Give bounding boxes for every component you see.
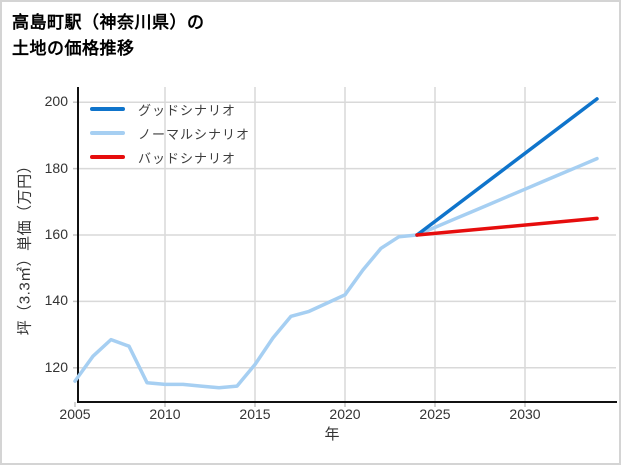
y-tick-label: 160: [44, 226, 68, 242]
x-tick-label: 2025: [419, 406, 451, 422]
y-axis-label: 坪（3.3㎡）単価（万円）: [16, 157, 34, 336]
x-axis-label: 年: [324, 426, 340, 443]
y-tick-label: 120: [44, 358, 68, 375]
legend-label: グッドシナリオ: [138, 102, 237, 118]
legend-item: ノーマルシナリオ: [90, 123, 250, 143]
chart-title: 高島町駅（神奈川県）の 土地の価格推移: [12, 10, 205, 63]
series-line-good: [415, 97, 599, 237]
x-tick-label: 2015: [239, 406, 271, 422]
x-tick-label: 2005: [59, 406, 91, 422]
y-tick-label: 180: [44, 159, 68, 176]
series-line-normal: [73, 156, 599, 390]
y-tick-label: 140: [44, 292, 68, 309]
legend-label: バッドシナリオ: [138, 150, 237, 166]
x-tick-label: 2020: [329, 406, 361, 422]
legend-item: グッドシナリオ: [90, 99, 236, 119]
chart-title-line1: 高島町駅（神奈川県）の: [12, 13, 205, 32]
chart-title-line2: 土地の価格推移: [12, 39, 135, 59]
legend-swatch: [90, 131, 125, 135]
legend-swatch: [90, 107, 125, 111]
legend-swatch: [90, 155, 125, 159]
legend-label: ノーマルシナリオ: [138, 126, 251, 142]
x-tick-label: 2010: [149, 406, 181, 422]
legend-item: バッドシナリオ: [90, 147, 236, 167]
x-tick-label: 2030: [509, 406, 541, 422]
y-tick-label: 200: [44, 93, 68, 110]
series-line-bad: [415, 216, 599, 237]
